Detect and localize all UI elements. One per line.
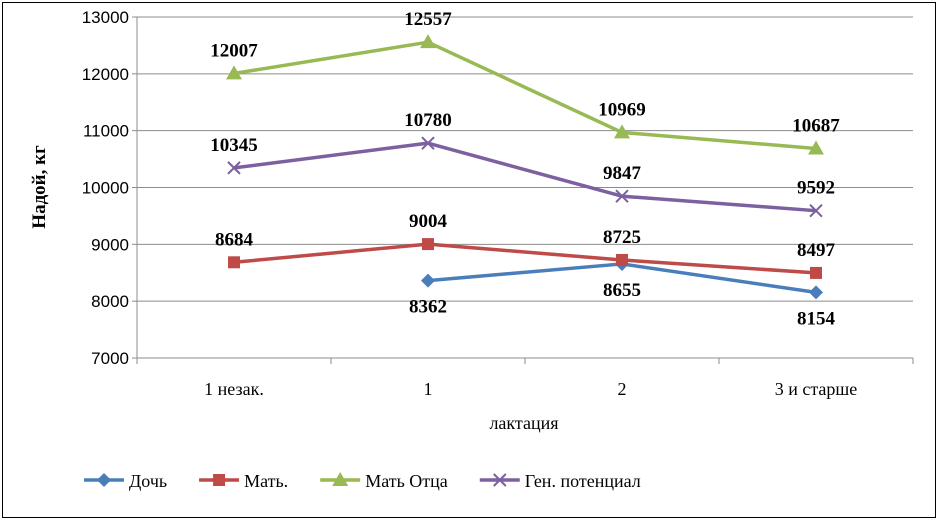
- y-tick-label: 12000: [82, 65, 129, 84]
- marker-square: [616, 253, 628, 266]
- legend-entry: Ген. потенциал: [525, 471, 641, 491]
- marker-square: [422, 238, 434, 251]
- gridlines: [132, 16, 914, 364]
- data-labels: 8362 8655 8154 8684 9004 8725 8497 12007 12557 10…: [210, 9, 840, 329]
- marker-triangle: [332, 472, 349, 486]
- x-axis-title: лактация: [489, 413, 558, 433]
- marker-square: [213, 474, 226, 486]
- legend-entry: Мать Отца: [365, 471, 448, 491]
- data-label: 12557: [404, 9, 452, 30]
- data-label: 10687: [792, 115, 840, 136]
- data-label: 12007: [210, 40, 258, 61]
- data-label: 8362: [409, 297, 447, 318]
- legend-entry: Мать.: [244, 471, 288, 491]
- y-axis-title: Надой, кг: [29, 145, 50, 229]
- x-tick-label: 2: [618, 379, 627, 399]
- y-tick-labels: 7000 8000 9000 10000 11000 12000 13000: [82, 8, 129, 368]
- series-lines: [226, 34, 824, 300]
- data-label: 10780: [404, 110, 452, 131]
- x-tick-label: 3 и старше: [775, 379, 858, 399]
- data-label: 9847: [603, 163, 642, 184]
- marker-x: [421, 136, 435, 150]
- marker-diamond: [421, 273, 435, 288]
- marker-x-stroke: [421, 136, 435, 150]
- data-label: 9592: [797, 178, 835, 199]
- marker-triangle: [614, 124, 630, 139]
- y-tick-label: 10000: [82, 179, 129, 198]
- marker-x: [809, 203, 823, 218]
- x-tick-label: 1 незак.: [204, 379, 264, 399]
- marker-square: [228, 256, 240, 269]
- data-label: 10969: [598, 99, 646, 120]
- x-tick-label: 1: [424, 379, 433, 399]
- y-tick-label: 13000: [82, 8, 129, 27]
- marker-diamond: [97, 473, 111, 487]
- data-label: 8154: [797, 308, 836, 329]
- data-label: 9004: [409, 211, 448, 232]
- marker-x: [227, 161, 241, 175]
- data-label: 8725: [603, 227, 641, 248]
- data-label: 8497: [797, 240, 836, 261]
- series-line-2: [233, 40, 817, 151]
- marker-x-stroke: [493, 473, 507, 487]
- marker-diamond: [809, 285, 823, 300]
- y-tick-label: 11000: [83, 122, 129, 141]
- marker-triangle: [226, 65, 242, 80]
- data-label: 8684: [215, 229, 254, 250]
- marker-triangle: [808, 140, 824, 155]
- x-tick-labels: 1 незак. 1 2 3 и старше: [204, 379, 857, 399]
- marker-triangle: [420, 34, 436, 49]
- y-tick-label: 8000: [91, 292, 129, 311]
- y-tick-label: 7000: [91, 349, 129, 368]
- series-line-1: [233, 242, 817, 275]
- marker-square: [810, 266, 822, 279]
- marker-x-stroke: [809, 203, 823, 218]
- series-line-3: [233, 141, 817, 213]
- data-label: 10345: [210, 135, 258, 156]
- marker-x: [493, 473, 507, 487]
- data-label: 8655: [603, 280, 641, 301]
- y-tick-label: 9000: [91, 235, 129, 254]
- legend-entry: Дочь: [129, 471, 167, 491]
- marker-x-stroke: [227, 161, 241, 175]
- marker-x: [615, 189, 629, 203]
- marker-x-stroke: [615, 189, 629, 203]
- legend: Дочь Мать. Мать Отца Ген. потенциал: [84, 471, 641, 491]
